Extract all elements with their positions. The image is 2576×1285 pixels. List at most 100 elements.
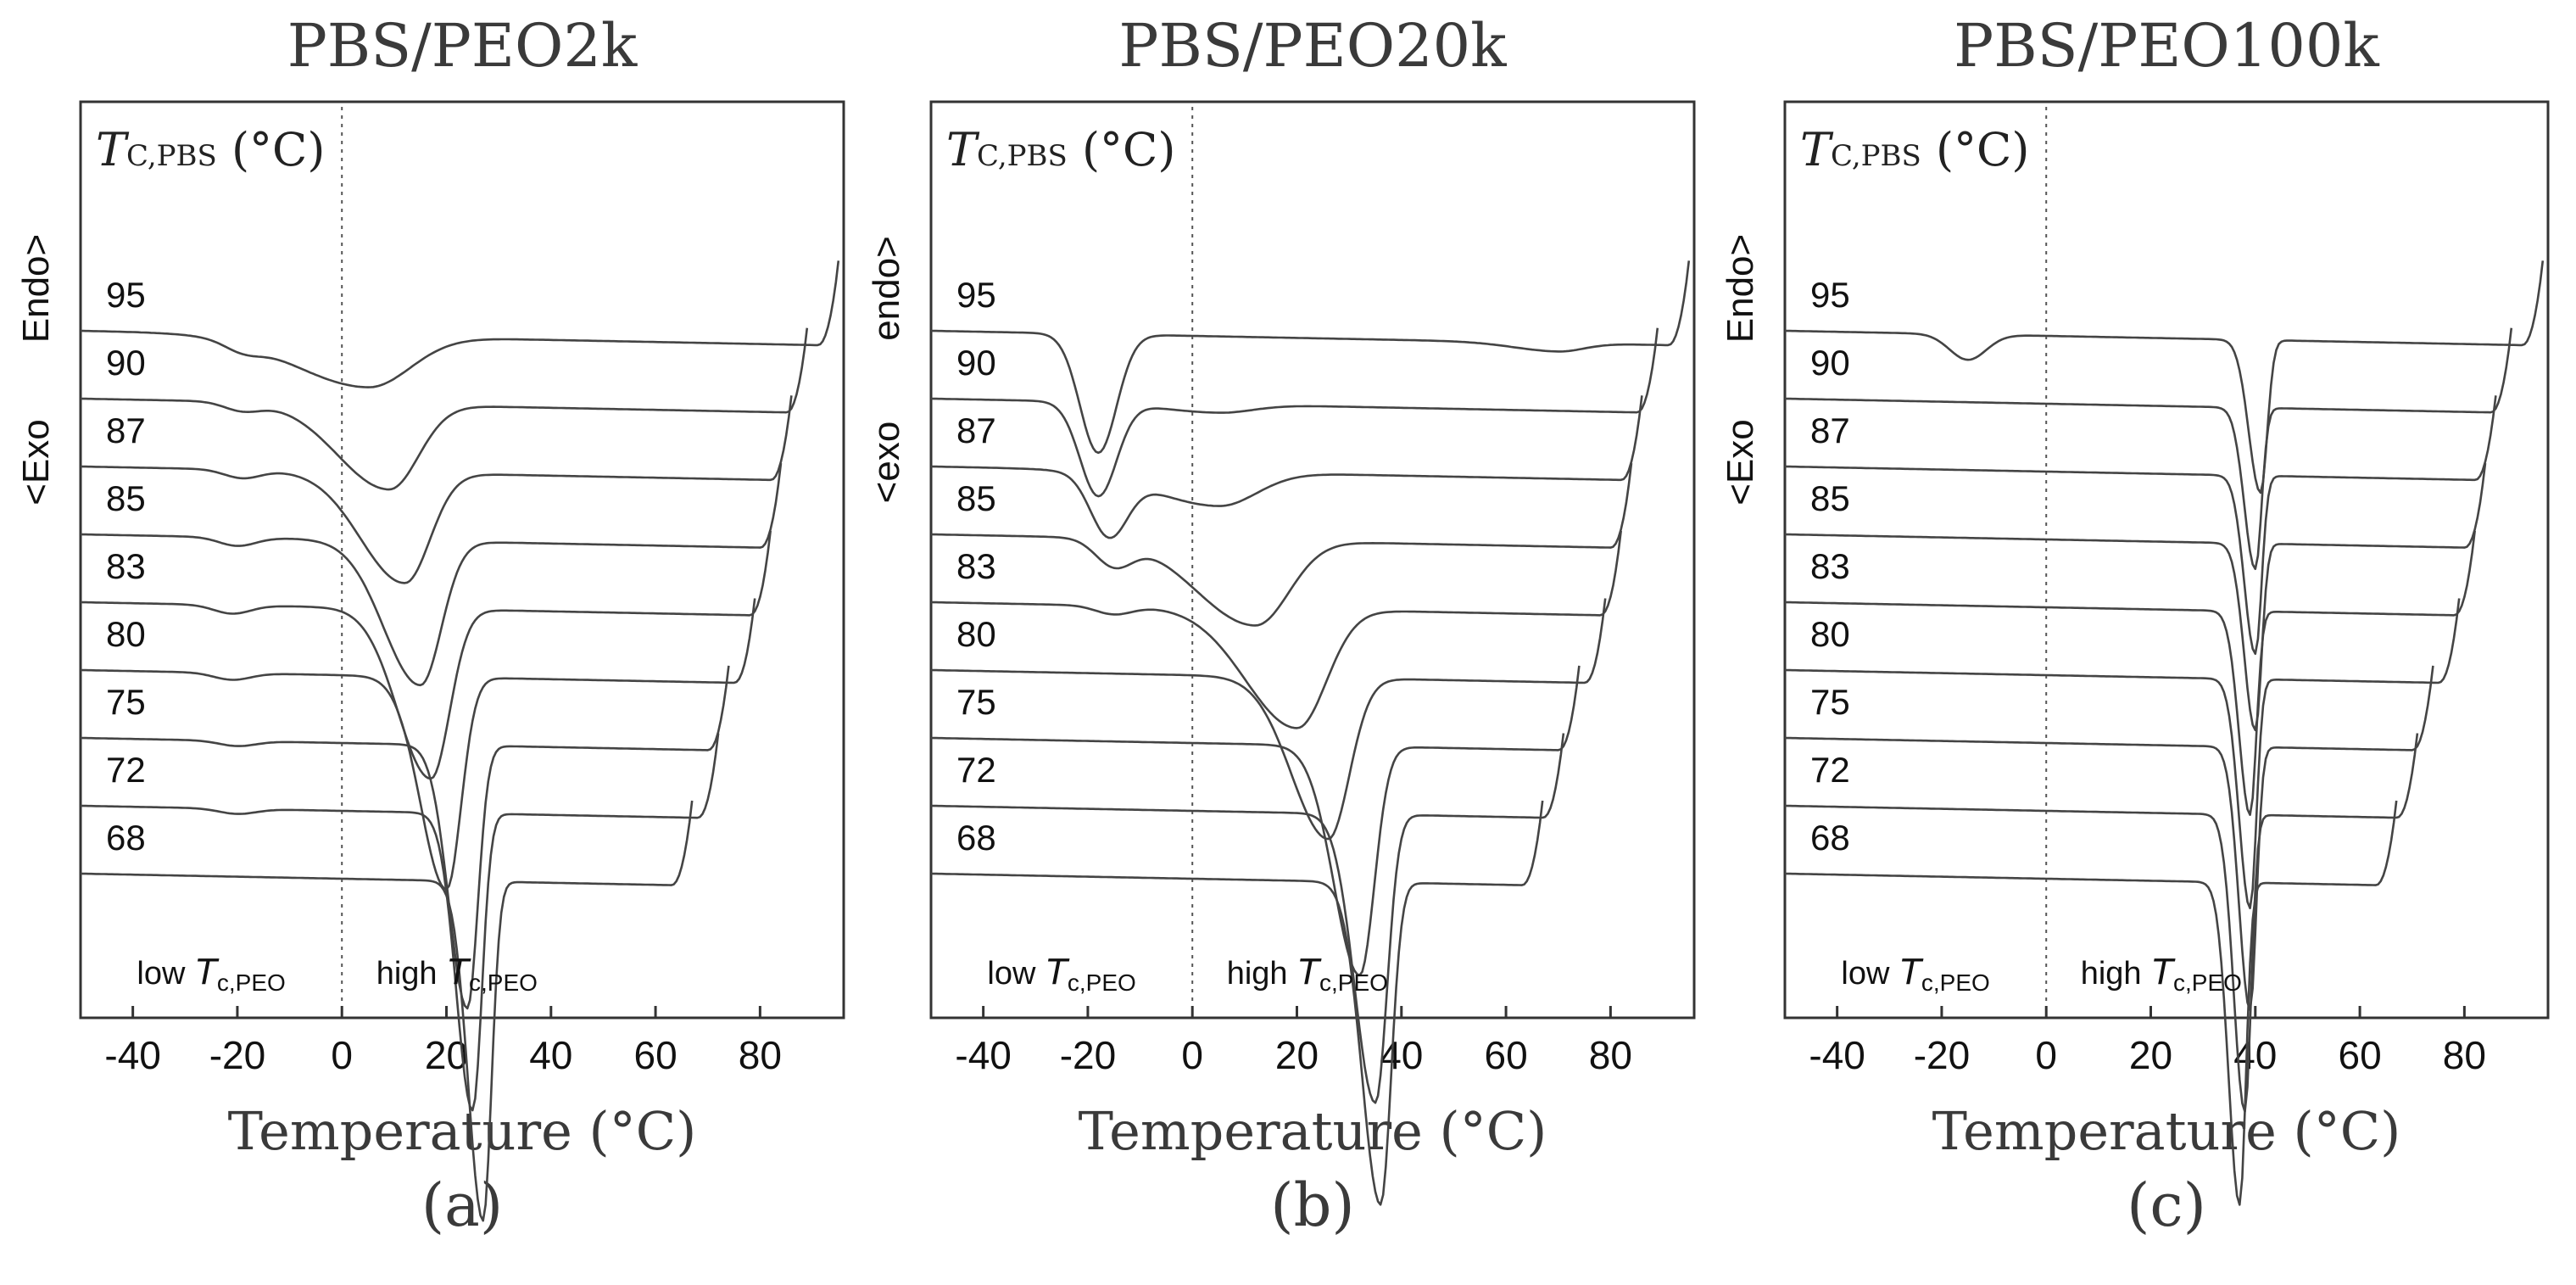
dsc-curve-68: [80, 800, 694, 1222]
curve-label-75: 75: [106, 682, 146, 722]
y-label-endo: Endo>: [15, 234, 57, 343]
curve-label-83: 83: [956, 546, 996, 586]
curve-label-83: 83: [106, 546, 146, 586]
curve-label-80: 80: [1810, 614, 1850, 654]
dsc-curve-87: [1784, 395, 2497, 656]
dsc-curve-85: [930, 462, 1633, 627]
dsc-curve-68: [930, 800, 1544, 1206]
dsc-curve-75: [930, 665, 1581, 977]
series-header-unit: (°C): [217, 123, 326, 176]
y-label-endo: endo>: [866, 236, 907, 341]
x-tick-label: -40: [104, 1033, 160, 1077]
dsc-curve-75: [80, 665, 730, 1010]
series-header-symbol: T: [1800, 123, 1834, 176]
high-tc-annotation-prefix: high: [376, 956, 446, 992]
curve-label-95: 95: [956, 275, 996, 315]
y-label-endo: Endo>: [1720, 234, 1761, 343]
curve-label-68: 68: [956, 818, 996, 858]
curve-label-68: 68: [1810, 818, 1850, 858]
x-tick-label: 40: [2233, 1033, 2277, 1077]
x-tick-label: 0: [1181, 1033, 1203, 1077]
x-tick-label: 0: [2035, 1033, 2057, 1077]
dsc-curve-85: [80, 462, 783, 687]
curve-label-95: 95: [1810, 275, 1850, 315]
high-tc-annotation-prefix: high: [2081, 956, 2150, 992]
x-tick-label: 40: [529, 1033, 572, 1077]
plot-frame: [79, 100, 845, 1020]
plot-frame: [1783, 100, 2550, 1020]
dsc-curve-85: [1784, 462, 2487, 732]
x-tick-label: -40: [1809, 1033, 1865, 1077]
curve-label-80: 80: [106, 614, 146, 654]
series-header-unit: (°C): [1068, 123, 1176, 176]
x-tick-label: 20: [2129, 1033, 2172, 1077]
curve-label-95: 95: [106, 275, 146, 315]
high-tc-annotation-symbol: T: [446, 951, 471, 992]
high-tc-annotation-symbol: T: [1296, 951, 1322, 992]
curve-label-72: 72: [1810, 750, 1850, 790]
y-label-exo: <Exo: [15, 419, 57, 506]
high-tc-annotation: high Tc,PEO: [1227, 951, 1388, 996]
curve-label-90: 90: [956, 343, 996, 383]
high-tc-annotation: high Tc,PEO: [2081, 951, 2242, 996]
dsc-curve-90: [1784, 327, 2513, 571]
curve-label-85: 85: [1810, 478, 1850, 518]
high-tc-annotation-subscript: c,PEO: [2173, 969, 2242, 996]
x-tick-label: 60: [2338, 1033, 2381, 1077]
high-tc-annotation-subscript: c,PEO: [1319, 969, 1388, 996]
curve-label-75: 75: [1810, 682, 1850, 722]
x-tick-label: 60: [633, 1033, 677, 1077]
low-tc-annotation-subscript: c,PEO: [1068, 969, 1136, 996]
dsc-curve-80: [930, 598, 1607, 841]
high-tc-annotation: high Tc,PEO: [376, 951, 538, 996]
dsc-curve-95: [930, 260, 1691, 455]
dsc-curve-87: [80, 395, 793, 584]
dsc-curve-80: [1784, 598, 2461, 909]
curve-label-83: 83: [1810, 546, 1850, 586]
curve-label-87: 87: [1810, 411, 1850, 450]
panel-letter: (c): [2127, 1170, 2206, 1240]
dsc-curve-95: [1784, 260, 2545, 494]
x-tick-label: 80: [1589, 1033, 1632, 1077]
dsc-curve-90: [80, 327, 809, 491]
low-tc-annotation-prefix: low: [987, 956, 1045, 992]
dsc-curve-72: [80, 733, 720, 1112]
curve-label-75: 75: [956, 682, 996, 722]
x-tick-label: -20: [1914, 1033, 1970, 1077]
dsc-curve-87: [930, 395, 1643, 539]
dsc-curve-90: [930, 327, 1659, 498]
curve-label-85: 85: [956, 478, 996, 518]
x-tick-label: 20: [1275, 1033, 1319, 1077]
curve-label-90: 90: [1810, 343, 1850, 383]
dsc-curve-72: [930, 733, 1565, 1104]
high-tc-annotation-symbol: T: [2150, 951, 2176, 992]
x-axis-label: Temperature (°C): [1932, 1100, 2401, 1162]
panel-3: PBS/PEO100k -40 -20 0 20 40 60 80 Temperature (°…: [1720, 11, 2550, 1240]
series-header: TC,PBS (°C): [946, 123, 1175, 176]
series-header-symbol: T: [96, 123, 130, 176]
y-label-exo: <Exo: [1720, 419, 1761, 506]
series-header: TC,PBS (°C): [1800, 123, 2029, 176]
x-axis-label: Temperature (°C): [228, 1100, 697, 1162]
x-tick-label: 60: [1484, 1033, 1527, 1077]
x-tick-label: -20: [1060, 1033, 1116, 1077]
dsc-curve-95: [80, 260, 840, 388]
high-tc-annotation-prefix: high: [1227, 956, 1296, 992]
curve-label-85: 85: [106, 478, 146, 518]
curve-label-72: 72: [956, 750, 996, 790]
dsc-curve-83: [1784, 530, 2476, 816]
low-tc-annotation-symbol: T: [1899, 951, 1924, 992]
curve-label-72: 72: [106, 750, 146, 790]
dsc-curve-83: [930, 530, 1622, 729]
low-tc-annotation-subscript: c,PEO: [1921, 969, 1990, 996]
dsc-curve-72: [1784, 733, 2419, 1113]
panel-title: PBS/PEO20k: [1118, 11, 1507, 81]
curve-label-90: 90: [106, 343, 146, 383]
low-tc-annotation: low Tc,PEO: [137, 951, 285, 996]
series-header-unit: (°C): [1921, 123, 2030, 176]
curve-label-80: 80: [956, 614, 996, 654]
x-tick-label: -40: [955, 1033, 1011, 1077]
dsc-curve-75: [1784, 665, 2434, 1011]
